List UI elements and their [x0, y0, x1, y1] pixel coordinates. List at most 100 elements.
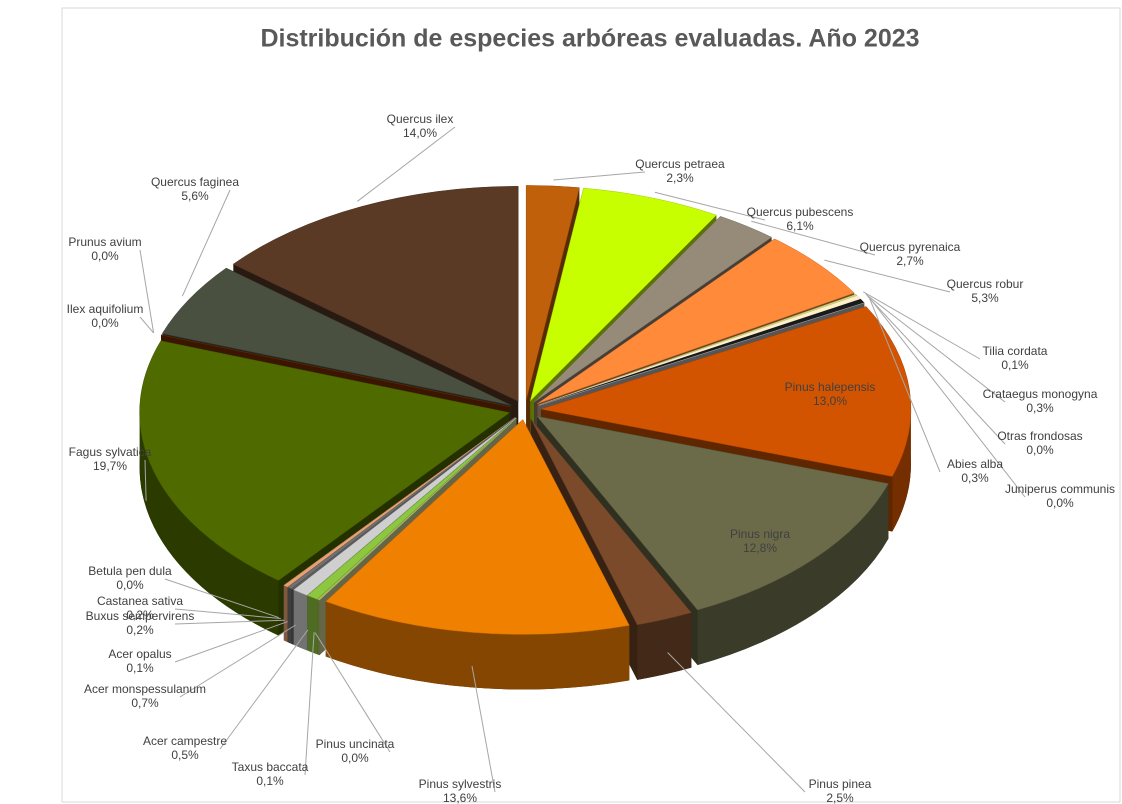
slice-side: [283, 585, 288, 643]
slice: [325, 419, 630, 635]
slice-side: [697, 483, 889, 666]
slice-side: [892, 409, 911, 532]
data-label-value: 0,0%: [91, 316, 119, 330]
data-label-value: 14,0%: [403, 126, 437, 140]
data-label-name: Abies alba: [947, 457, 1003, 471]
data-label-value: 19,7%: [93, 459, 127, 473]
slice-side: [325, 601, 630, 690]
data-label-value: 5,3%: [971, 291, 999, 305]
data-label-name: Pinus pinea: [809, 777, 872, 791]
data-label-value: 0,0%: [1046, 496, 1074, 510]
leader-line: [870, 299, 1026, 498]
slice: [291, 417, 516, 590]
data-label-value: 6,1%: [786, 219, 814, 233]
data-label-name: Quercus pubescens: [747, 205, 854, 219]
leader-line: [553, 171, 646, 181]
data-label-name: Pinus sylvestris: [419, 777, 502, 791]
data-label-value: 0,1%: [1001, 358, 1029, 372]
leader-line: [164, 578, 280, 619]
data-label-value: 0,2%: [126, 623, 154, 637]
data-label-name: Acer campestre: [143, 734, 227, 748]
data-label-name: Taxus baccata: [232, 760, 309, 774]
data-label-name: Quercus faginea: [151, 175, 239, 189]
leader-line: [863, 291, 981, 360]
data-label-value: 2,7%: [896, 254, 924, 268]
slice: [319, 417, 517, 601]
leader-line: [471, 665, 496, 793]
slice: [293, 417, 516, 596]
leader-line: [869, 297, 941, 473]
data-label-name: Ilex aquifolium: [67, 302, 144, 316]
data-label-name: Pinus nigra: [730, 527, 790, 541]
data-label-value: 13,6%: [443, 791, 477, 804]
slice-side: [293, 589, 307, 651]
data-label-name: Betula pen dula: [88, 564, 172, 578]
leader-line: [865, 293, 1006, 403]
data-label-value: 5,6%: [181, 189, 209, 203]
data-label-name: Quercus pyrenaica: [860, 240, 961, 254]
data-label-value: 0,2%: [126, 608, 154, 622]
data-label-name: Castanea sativa: [97, 594, 183, 608]
data-label-value: 0,7%: [131, 696, 159, 710]
data-label-name: Quercus robur: [947, 277, 1024, 291]
data-label-value: 0,5%: [171, 748, 199, 762]
data-label-value: 0,0%: [116, 578, 144, 592]
slice: [232, 186, 519, 402]
data-label-name: Buxus sempervirens: [86, 609, 195, 623]
pie: [139, 126, 1026, 793]
data-label-value: 2,5%: [826, 791, 854, 804]
data-label-name: Otras frondosas: [997, 429, 1082, 443]
slice: [534, 216, 773, 403]
leader-line: [357, 126, 456, 202]
data-label-value: 0,0%: [1026, 443, 1054, 457]
slice: [161, 267, 512, 406]
data-label-value: 2,3%: [666, 171, 694, 185]
slice-side: [287, 587, 292, 644]
data-label-name: Prunus avium: [68, 235, 141, 249]
data-label-value: 12,8%: [743, 541, 777, 555]
leader-line: [219, 629, 309, 750]
data-label-name: Pinus uncinata: [316, 737, 395, 751]
data-label-value: 0,3%: [961, 471, 989, 485]
leader-line: [867, 295, 1006, 445]
leader-line: [304, 632, 315, 776]
slice: [525, 185, 580, 401]
chart-title: Distribución de especies arbóreas evalua…: [260, 25, 919, 53]
leader-line: [174, 608, 281, 619]
data-label-name: Acer opalus: [108, 647, 171, 661]
slice-side: [317, 599, 320, 656]
leader-line: [314, 632, 391, 753]
data-label-value: 0,1%: [256, 774, 284, 788]
slice: [537, 238, 855, 404]
data-label-name: Acer monspessulanum: [84, 682, 206, 696]
data-label-name: Juniperus communis: [1005, 482, 1115, 496]
leader-line: [181, 189, 231, 297]
data-label-value: 0,3%: [1026, 401, 1054, 415]
slice-side: [307, 595, 318, 655]
data-label-value: 0,1%: [126, 661, 154, 675]
leader-line: [667, 652, 806, 793]
leader-line: [144, 459, 147, 501]
leader-line: [139, 249, 155, 334]
data-label-value: 0,0%: [91, 249, 119, 263]
data-label-name: Tilia cordata: [983, 344, 1048, 358]
slice-side: [139, 412, 279, 636]
data-label-value: 0,0%: [341, 751, 369, 765]
leader-line: [179, 624, 296, 698]
data-label-name: Crataegus monogyna: [983, 387, 1098, 401]
data-label-name: Fagus sylvatica: [69, 445, 152, 459]
leader-line: [139, 316, 155, 334]
data-label-name: Pinus halepensis: [785, 380, 876, 394]
leader-line: [174, 619, 285, 625]
slice: [530, 418, 692, 626]
slice-side: [291, 588, 294, 645]
leader-line: [654, 191, 766, 221]
leader-line: [824, 259, 951, 293]
leader-line: [751, 220, 876, 256]
data-label-name: Quercus ilex: [387, 112, 454, 126]
slice: [529, 187, 717, 402]
data-label-name: Quercus petraea: [635, 157, 725, 171]
slice: [536, 415, 889, 611]
slice: [316, 417, 517, 601]
